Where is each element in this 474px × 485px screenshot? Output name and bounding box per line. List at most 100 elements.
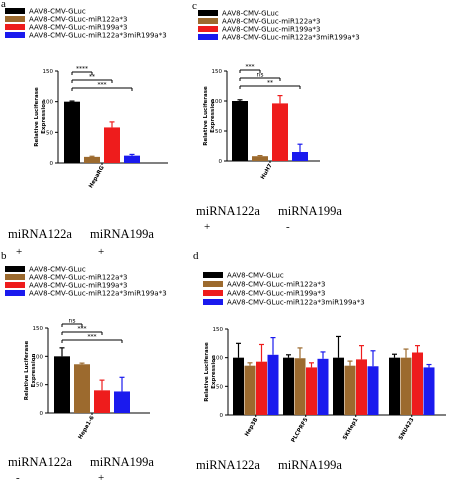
panel-c: AAV8-CMV-GLucAAV8-CMV-GLuc-miR122a*3AAV8…	[196, 10, 360, 234]
panel-label-b: b	[1, 250, 7, 262]
legend-swatch	[203, 281, 223, 287]
y-tick-label: 150	[33, 326, 44, 332]
legend-swatch	[5, 32, 25, 38]
legend-label: AAV8-CMV-GLuc-miR122a*3	[29, 16, 127, 24]
legend-swatch	[203, 299, 223, 305]
bar	[294, 358, 306, 415]
y-tick-label: 0	[40, 411, 44, 417]
y-tick-label: 150	[43, 69, 54, 75]
y-tick-label: 100	[212, 99, 223, 105]
legend-label: AAV8-CMV-GLuc-miR199a*3	[227, 290, 325, 298]
y-tick-label: 50	[36, 383, 43, 389]
legend-label: AAV8-CMV-GLuc-miR122a*3miR199a*3	[227, 299, 365, 307]
legend-swatch	[198, 26, 218, 32]
significance-label: **	[89, 74, 95, 81]
significance-label: **	[267, 80, 273, 87]
y-tick-label: 150	[212, 69, 223, 75]
y-tick-label: 150	[213, 327, 224, 333]
mirna122a-label: miRNA122a	[196, 204, 260, 218]
bar	[333, 357, 344, 415]
panel-d: AAV8-CMV-GLucAAV8-CMV-GLuc-miR122a*3AAV8…	[196, 272, 446, 472]
bar	[74, 364, 90, 413]
bar	[54, 356, 70, 413]
legend-swatch	[198, 10, 218, 16]
mirna199a-sign: -	[286, 221, 290, 233]
mirna199a-sign: +	[98, 246, 104, 258]
legend-label: AAV8-CMV-GLuc-miR122a*3	[29, 274, 127, 282]
bar	[367, 366, 379, 415]
bar	[233, 357, 244, 415]
mirna199a-label: miRNA199a	[90, 455, 154, 469]
mirna122a-sign: +	[16, 246, 22, 258]
y-tick-label: 100	[213, 356, 224, 362]
mirna122a-label: miRNA122a	[8, 227, 72, 241]
bar	[283, 357, 294, 415]
bar	[256, 361, 267, 415]
x-category-label: Hepa1-6	[78, 415, 96, 441]
panel-label-c: c	[192, 0, 197, 12]
legend-swatch	[203, 290, 223, 296]
significance-label: ***	[88, 334, 97, 341]
bar	[272, 103, 288, 161]
mirna122a-label: miRNA122a	[196, 458, 260, 472]
panel-b: AAV8-CMV-GLucAAV8-CMV-GLuc-miR122a*3AAV8…	[5, 266, 167, 484]
bar	[389, 357, 400, 415]
legend-swatch	[203, 272, 223, 278]
bar	[104, 127, 120, 163]
mirna122a-label: miRNA122a	[8, 455, 72, 469]
legend-label: AAV8-CMV-GLuc-miR199a*3	[222, 26, 320, 34]
y-tick-label: 0	[220, 413, 224, 419]
legend-label: AAV8-CMV-GLuc-miR122a*3miR199a*3	[29, 32, 167, 40]
y-tick-label: 100	[33, 354, 44, 360]
legend-label: AAV8-CMV-GLuc-miR122a*3	[227, 281, 325, 289]
y-tick-label: 100	[43, 100, 54, 106]
y-axis-label-2: Expression	[211, 355, 217, 389]
significance-label: ***	[246, 64, 255, 71]
mirna199a-label: miRNA199a	[278, 204, 342, 218]
legend-swatch	[5, 16, 25, 22]
bar	[64, 101, 80, 163]
legend-swatch	[198, 18, 218, 24]
chart-layer: AAV8-CMV-GLucAAV8-CMV-GLuc-miR122a*3AAV8…	[5, 8, 446, 484]
legend-swatch	[5, 8, 25, 14]
y-axis-label-1: Relative Luciferase	[203, 86, 209, 146]
y-tick-label: 50	[46, 130, 53, 136]
mirna122a-sign: -	[16, 472, 20, 484]
significance-label: ***	[78, 326, 87, 333]
y-tick-label: 50	[215, 129, 222, 135]
significance-label: ns	[69, 318, 76, 325]
bar	[400, 357, 412, 415]
bar	[244, 365, 256, 415]
panel-a: AAV8-CMV-GLucAAV8-CMV-GLuc-miR122a*3AAV8…	[5, 8, 168, 258]
bar	[292, 152, 308, 161]
significance-label: ****	[76, 66, 88, 73]
bar	[356, 359, 367, 415]
legend-swatch	[5, 266, 25, 272]
y-axis-label-2: Expression	[210, 99, 216, 133]
y-axis-label-2: Expression	[41, 100, 47, 134]
legend-swatch	[5, 274, 25, 280]
legend-label: AAV8-CMV-GLuc-miR199a*3	[29, 24, 127, 32]
x-category-label: SKHep1	[342, 417, 359, 441]
legend-label: AAV8-CMV-GLuc-miR199a*3	[29, 282, 127, 290]
legend-label: AAV8-CMV-GLuc	[227, 272, 284, 280]
legend-label: AAV8-CMV-GLuc	[29, 8, 86, 16]
legend-label: AAV8-CMV-GLuc-miR122a*3miR199a*3	[29, 290, 167, 298]
bar	[412, 352, 423, 415]
x-category-label: Hep3B	[244, 417, 259, 438]
panel-label-a: a	[1, 0, 6, 10]
legend-swatch	[5, 282, 25, 288]
legend-label: AAV8-CMV-GLuc-miR122a*3miR199a*3	[222, 34, 360, 42]
y-tick-label: 0	[219, 159, 223, 165]
mirna122a-sign: +	[204, 221, 210, 233]
legend-label: AAV8-CMV-GLuc	[29, 266, 86, 274]
y-axis-label-2: Expression	[31, 354, 37, 388]
legend-label: AAV8-CMV-GLuc	[222, 10, 279, 18]
bar	[114, 391, 130, 413]
x-category-label: HepaRG	[88, 165, 106, 190]
legend-swatch	[5, 24, 25, 30]
mirna199a-label: miRNA199a	[90, 227, 154, 241]
y-axis-label-1: Relative Luciferase	[34, 87, 40, 147]
bar	[267, 354, 279, 415]
